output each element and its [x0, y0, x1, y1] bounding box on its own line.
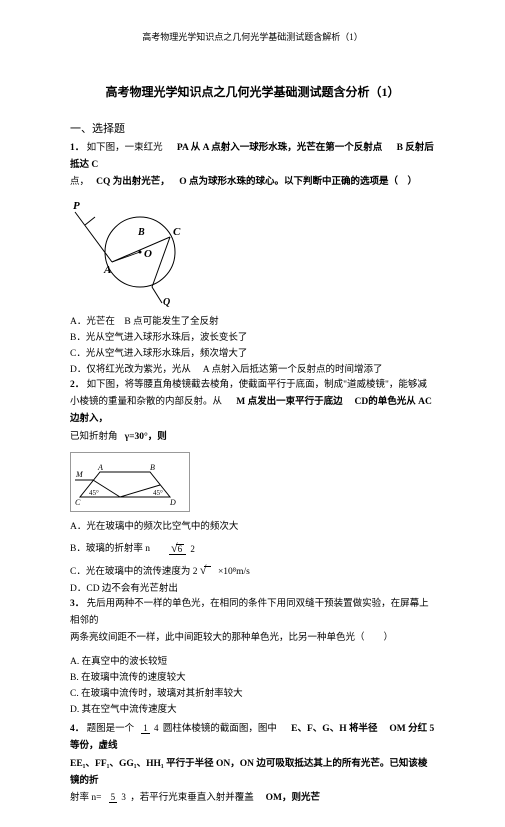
q2-text-f: γ=30°，则: [125, 432, 167, 442]
svg-text:C: C: [75, 498, 81, 507]
fraction-1-4: 1 4: [141, 724, 160, 734]
q2-optc-a: C．光在玻璃中的流传速度为 2: [70, 567, 197, 577]
q3-num: 3．: [70, 599, 84, 609]
figure-2: M A B C D 45° 45°: [70, 452, 190, 512]
q1-text-f: O 点为球形水珠的球心。以下判断中正确的选项是（ ）: [179, 177, 417, 187]
q3-opt-c: C. 在玻璃中流传时，玻璃对其折射率较大: [70, 685, 435, 699]
svg-text:B: B: [150, 463, 155, 472]
section-heading: 一、选择题: [70, 120, 435, 136]
q1-opt-b: B．光从空气进入球形水珠后，波长变长了: [70, 329, 435, 343]
q1-optd-a: D．仅将红光改为紫光，光从: [70, 365, 191, 375]
svg-text:O: O: [144, 248, 152, 260]
svg-text:45°: 45°: [89, 489, 99, 497]
q1-opt-c: C．光从空气进入球形水珠后，频次增大了: [70, 345, 435, 359]
q1-stem-2: 点， CQ 为出射光芒， O 点为球形水珠的球心。以下判断中正确的选项是（ ）: [70, 174, 435, 191]
q1-text-b: PA 从 A 点射入一球形水珠，光芒在第一个反射点: [177, 143, 382, 153]
q4-text-e: EE₁、FF₁、GG₁、HH₁ 平行于半径 ON，ON 边可吸取抵达其上的所有光…: [70, 759, 427, 786]
q4-stem-2: EE₁、FF₁、GG₁、HH₁ 平行于半径 ON，ON 边可吸取抵达其上的所有光…: [70, 756, 435, 790]
q1-num: 1．: [70, 143, 84, 153]
q3-stem: 3． 先后用两种不一样的单色光，在相同的条件下用同双缝干预装置做实验，在屏幕上相…: [70, 596, 435, 630]
svg-text:M: M: [75, 470, 84, 479]
q4-text-h: OM，则光芒: [266, 793, 320, 803]
q2-stem-3: 已知折射角 γ=30°，则: [70, 429, 435, 446]
page-title: 高考物理光学知识点之几何光学基础测试题含分析（1）: [70, 83, 435, 100]
q1-optd-b: A 点射入后抵达第一个反射点的时间增添了: [203, 365, 383, 375]
svg-text:Q: Q: [163, 297, 170, 307]
q2-text-b: 小棱镜的重量和杂散的内部反射。从: [70, 397, 222, 407]
svg-text:45°: 45°: [153, 489, 163, 497]
q2-text-e: 已知折射角: [70, 432, 118, 442]
q4-stem-3: 射率 n= 5 3 ，若平行光束垂直入射并覆盖 OM，则光芒: [70, 790, 435, 807]
q2-text-c: M 点发出一束平行于底边: [236, 397, 342, 407]
q3-text-a: 先后用两种不一样的单色光，在相同的条件下用同双缝干预装置做实验，在屏幕上相邻的: [70, 599, 429, 626]
q1-text-d: 点，: [70, 177, 89, 187]
svg-text:C: C: [173, 226, 181, 238]
q2-text-a: 如下图，将等腰直角棱镜截去棱角，使截面平行于底面，制成"道威棱镜"，能够减: [87, 380, 427, 390]
svg-text:D: D: [169, 498, 176, 507]
figure-1: P A B C O Q: [70, 197, 435, 307]
svg-text:A: A: [103, 264, 111, 276]
q2-opt-a: A．光在玻璃中的频次比空气中的频次大: [70, 518, 435, 532]
q3-opt-d: D. 其在空气中流传速度大: [70, 701, 435, 715]
q2-stem-2: 小棱镜的重量和杂散的内部反射。从 M 点发出一束平行于底边 CD的单色光从 AC…: [70, 394, 435, 428]
q4-text-g: ，若平行光束垂直入射并覆盖: [130, 793, 254, 803]
q2-stem: 2． 如下图，将等腰直角棱镜截去棱角，使截面平行于底面，制成"道威棱镜"，能够减: [70, 377, 435, 394]
q2-opt-b: B．玻璃的折射率 n 6 2: [70, 540, 435, 555]
q1-opt-a: A．光芒在 B 点可能发生了全反射: [70, 313, 435, 327]
q2-num: 2．: [70, 380, 84, 390]
sqrt-icon: [200, 563, 211, 578]
q3-opt-a: A. 在真空中的波长较短: [70, 653, 435, 667]
q1-opt-d: D．仅将红光改为紫光，光从 A 点射入后抵达第一个反射点的时间增添了: [70, 361, 435, 375]
q3-stem-2: 两条亮纹间距不一样，此中间距较大的那种单色光，比另一种单色光（ ）: [70, 630, 435, 647]
q4-text-b: 圆柱体棱镜的截面图，图中: [163, 724, 277, 734]
page-header: 高考物理光学知识点之几何光学基础测试题含解析（1）: [70, 30, 435, 43]
q2-opt-c: C．光在玻璃中的流传速度为 2 ×10⁸m/s: [70, 563, 435, 578]
q1-text-e: CQ 为出射光芒，: [96, 177, 170, 187]
q4-text-c: E、F、G、H 将半径: [291, 724, 377, 734]
q1-stem: 1． 如下图，一束红光 PA 从 A 点射入一球形水珠，光芒在第一个反射点 B …: [70, 140, 435, 174]
q4-text-a: 题图是一个: [87, 724, 135, 734]
q4-stem: 4． 题图是一个 1 4 圆柱体棱镜的截面图，图中 E、F、G、H 将半径 OM…: [70, 721, 435, 755]
q2-optc-b: ×10⁸m/s: [218, 567, 250, 577]
fraction-5-3: 5 3: [109, 793, 128, 803]
q4-num: 4．: [70, 724, 84, 734]
svg-text:A: A: [97, 463, 103, 472]
q1-text-a: 如下图，一束红光: [87, 143, 163, 153]
q4-text-f: 射率 n=: [70, 793, 101, 803]
svg-text:B: B: [137, 227, 145, 238]
q3-opt-b: B. 在玻璃中流传的速度较大: [70, 669, 435, 683]
q2-opt-d: D．CD 边不会有光芒射出: [70, 580, 435, 594]
svg-text:P: P: [73, 200, 80, 212]
q2-optb-a: B．玻璃的折射率 n: [70, 544, 150, 554]
fraction-sqrt6-2: 6 2: [169, 542, 197, 555]
